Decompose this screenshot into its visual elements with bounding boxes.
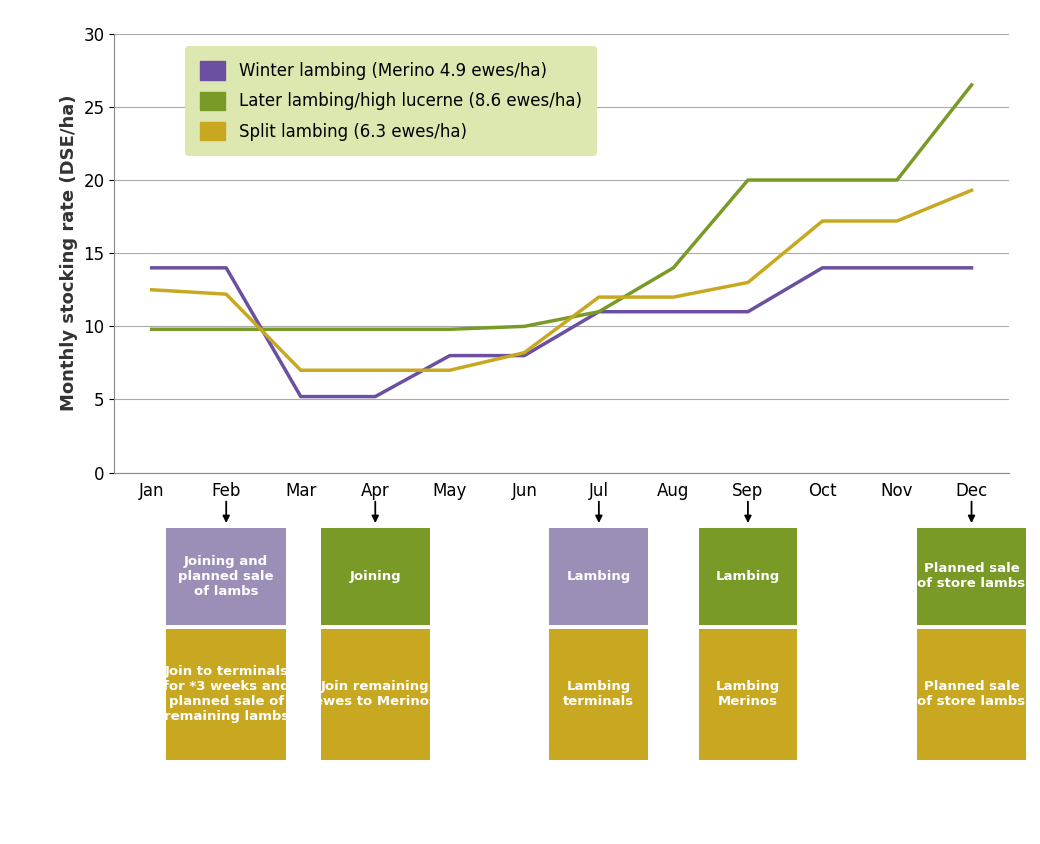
Text: Join to terminals
for *3 weeks and
planned sale of
remaining lambs: Join to terminals for *3 weeks and plann… xyxy=(163,665,289,723)
Y-axis label: Monthly stocking rate (DSE/ha): Monthly stocking rate (DSE/ha) xyxy=(60,95,78,412)
Text: Planned sale
of store lambs: Planned sale of store lambs xyxy=(917,562,1025,590)
Text: Lambing
terminals: Lambing terminals xyxy=(564,680,634,708)
Text: Planned sale
of store lambs: Planned sale of store lambs xyxy=(917,680,1025,708)
Text: Joining and
planned sale
of lambs: Joining and planned sale of lambs xyxy=(179,555,274,598)
Text: Lambing
Merinos: Lambing Merinos xyxy=(716,680,780,708)
Legend: Winter lambing (Merino 4.9 ewes/ha), Later lambing/high lucerne (8.6 ewes/ha), S: Winter lambing (Merino 4.9 ewes/ha), Lat… xyxy=(185,46,597,156)
Text: Joining: Joining xyxy=(349,570,401,582)
Text: Lambing: Lambing xyxy=(716,570,780,582)
Text: Join remaining
ewes to Merinos: Join remaining ewes to Merinos xyxy=(314,680,437,708)
Text: Lambing: Lambing xyxy=(567,570,631,582)
